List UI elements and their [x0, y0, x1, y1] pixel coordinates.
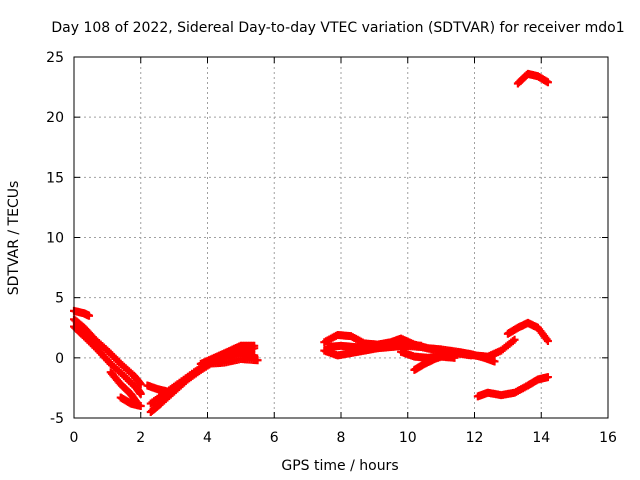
ticks: 0 2 4 6 8 10 12 14 16 -5 0 5 10 15 20 25 [46, 50, 617, 446]
data-point [136, 401, 145, 410]
data-point [253, 356, 262, 365]
x-tick-label: 12 [466, 430, 484, 446]
y-tick-label: 20 [46, 110, 64, 126]
data-point [136, 389, 145, 398]
data-point [85, 311, 94, 320]
x-tick-label: 6 [270, 430, 279, 446]
data-series [70, 69, 552, 416]
y-tick-label: -5 [50, 411, 64, 427]
y-tick-label: 0 [55, 351, 64, 367]
y-tick-label: 5 [55, 291, 64, 307]
series-track-18 [513, 69, 552, 88]
data-point [417, 341, 426, 350]
x-tick-label: 10 [399, 430, 417, 446]
data-point [490, 357, 499, 366]
data-point [450, 353, 459, 362]
x-tick-label: 4 [203, 430, 212, 446]
data-point [543, 78, 552, 87]
data-point [510, 335, 519, 344]
series-track-4 [106, 368, 142, 408]
chart-title: Day 108 of 2022, Sidereal Day-to-day VTE… [51, 20, 624, 36]
x-tick-label: 2 [136, 430, 145, 446]
x-tick-label: 14 [532, 430, 550, 446]
series-track-13 [323, 340, 426, 353]
y-tick-label: 10 [46, 231, 64, 247]
x-axis-label: GPS time / hours [281, 458, 398, 474]
grid [74, 57, 608, 418]
series-track-10 [203, 355, 262, 368]
x-tick-label: 8 [337, 430, 346, 446]
series-track-15 [397, 347, 459, 362]
data-point [543, 373, 552, 382]
data-point [543, 336, 552, 345]
series-track-8 [143, 381, 172, 396]
series-track-17 [473, 373, 552, 401]
x-tick-label: 16 [599, 430, 617, 446]
data-point [136, 380, 145, 389]
x-tick-label: 0 [70, 430, 79, 446]
y-axis-label: SDTVAR / TECUs [6, 181, 22, 296]
series-track-5 [116, 393, 145, 410]
data-point [250, 341, 259, 350]
data-point [163, 387, 172, 396]
series-track-16 [503, 318, 552, 345]
y-tick-label: 25 [46, 50, 64, 66]
y-tick-label: 15 [46, 170, 64, 186]
series-track-1 [70, 306, 94, 320]
